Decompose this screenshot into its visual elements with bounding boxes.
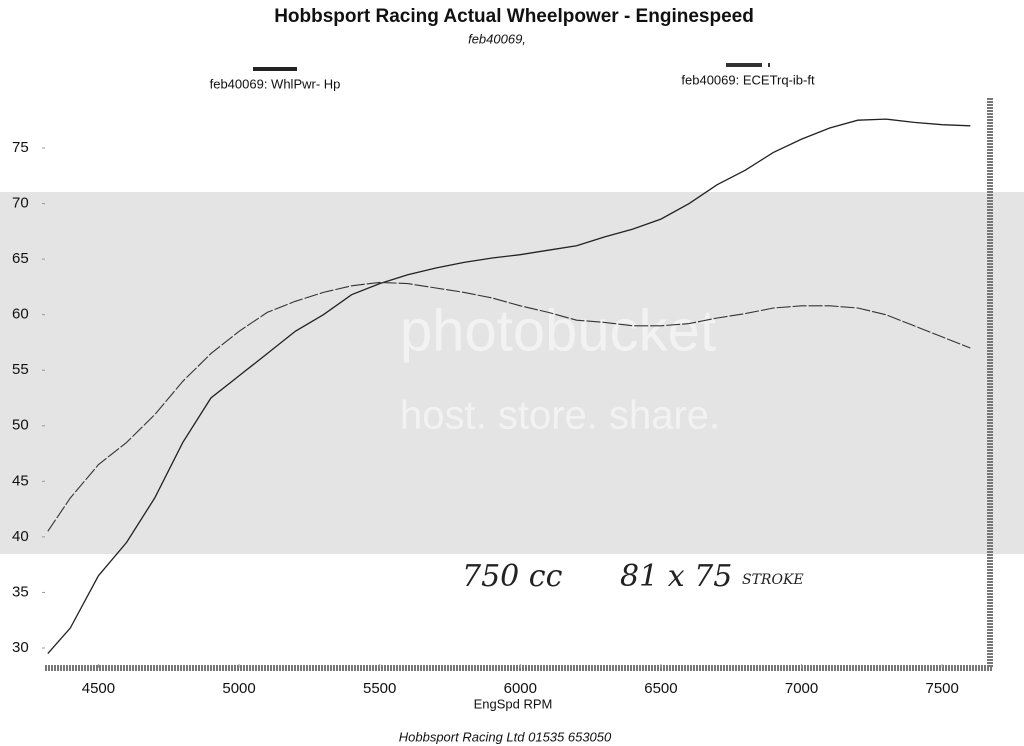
y-tick-label: 35	[12, 583, 29, 600]
series-line	[47, 281, 971, 532]
y-tick-label: 50	[12, 417, 29, 434]
annotation: 81 x 75	[620, 559, 732, 594]
series-line	[47, 118, 971, 655]
x-tick-label: 5000	[222, 680, 255, 697]
x-tick-label: 6500	[644, 680, 677, 697]
y-tick-label: 60	[12, 306, 29, 323]
annotation: 750 cc	[462, 559, 563, 594]
y-tick-label: 65	[12, 250, 29, 267]
y-tick-label: 75	[12, 139, 29, 156]
y-tick-label: 55	[12, 361, 29, 378]
x-tick-label: 4500	[82, 680, 115, 697]
scan-band	[0, 192, 1024, 554]
legend-label: feb40069: WhlPwr- Hp	[210, 76, 341, 91]
y-tick-label: 40	[12, 528, 29, 545]
x-axis-label: EngSpd RPM	[474, 696, 553, 711]
x-tick-label: 6000	[504, 680, 537, 697]
chart-subtitle: feb40069,	[468, 31, 526, 46]
y-tick-label: 30	[12, 639, 29, 656]
annotation: STROKE	[742, 572, 804, 588]
y-tick-label: 45	[12, 472, 29, 489]
legend-label: feb40069: ECETrq-ib-ft	[681, 72, 815, 87]
x-tick-label: 7500	[926, 680, 959, 697]
x-tick-label: 7000	[785, 680, 818, 697]
watermark: photobucket	[400, 298, 716, 363]
watermark: host. store. share.	[400, 394, 720, 438]
y-tick-label: 70	[12, 195, 29, 212]
footer: Hobbsport Racing Ltd 01535 653050	[399, 729, 612, 744]
chart-title: Hobbsport Racing Actual Wheelpower - Eng…	[274, 6, 754, 27]
x-tick-label: 5500	[363, 680, 396, 697]
